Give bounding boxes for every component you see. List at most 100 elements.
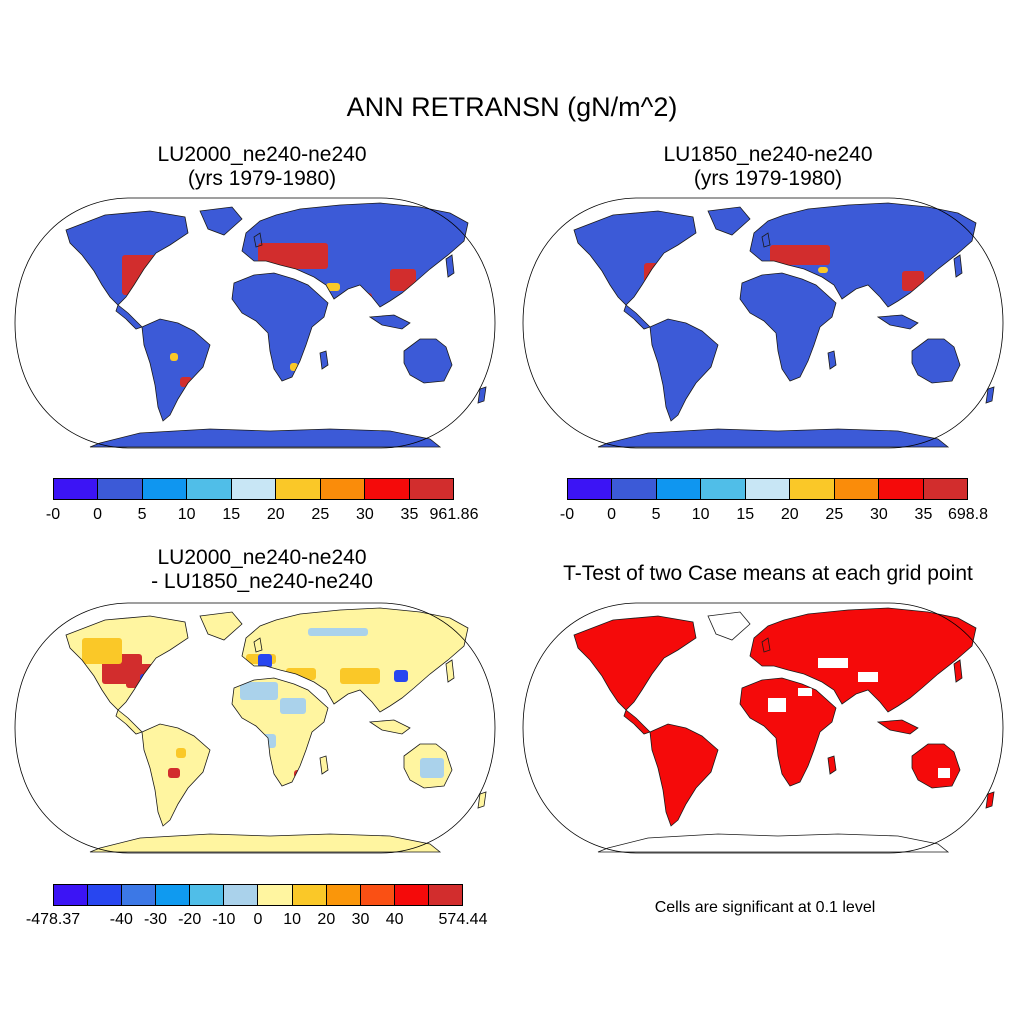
coastline-uk — [253, 637, 263, 653]
colorbar-tick-label: 25 — [311, 506, 330, 523]
coastline-centralAmerica — [623, 304, 651, 330]
colorbar-tick-label: 20 — [317, 911, 336, 928]
coastline-indonesia — [876, 719, 919, 735]
coastline-japan — [953, 659, 963, 683]
field-cell — [308, 628, 368, 636]
panel-2-colorbar — [567, 478, 968, 500]
field-cell — [286, 668, 316, 680]
land-centralAmerica — [624, 710, 650, 734]
colorbar-box-1 — [88, 885, 123, 905]
panel-2-title: LU1850_ne240-ne240 (yrs 1979-1980) — [518, 143, 1018, 191]
colorbar-box-5 — [276, 479, 321, 499]
colorbar-box-7 — [292, 885, 327, 905]
panel-4-map — [522, 602, 1004, 854]
coastline-madagascar — [319, 755, 329, 775]
colorbar-tick-label: 35 — [914, 506, 933, 523]
colorbar-tick-label: 15 — [736, 506, 755, 523]
coastline-australia — [403, 338, 453, 384]
colorbar-tick-label: 10 — [177, 506, 196, 523]
nonsignificant-cell — [938, 768, 950, 778]
nonsignificant-cell — [768, 698, 786, 712]
coastline-indonesia — [368, 314, 411, 330]
field-cell — [176, 748, 186, 758]
coastline-antarctica — [597, 833, 950, 853]
field-cell — [818, 267, 828, 273]
land-northAmerica — [574, 211, 696, 305]
land-africa — [232, 273, 328, 381]
colorbar-box-6 — [258, 885, 293, 905]
colorbar-tick-label: -0 — [559, 506, 575, 523]
field-cell — [82, 638, 122, 664]
land-centralAmerica — [116, 305, 142, 329]
colorbar-tick-label: 574.44 — [438, 911, 488, 928]
colorbar-tick-label: -40 — [109, 911, 133, 928]
colorbar-box-10 — [394, 885, 429, 905]
nonsignificant-cell — [818, 658, 848, 668]
coastline-antarctica — [89, 833, 442, 853]
panel-4-title: T-Test of two Case means at each grid po… — [518, 562, 1018, 586]
coastline-eurasia — [749, 607, 977, 713]
nonsignificant-cell — [858, 672, 878, 682]
colorbar-box-2 — [142, 479, 188, 499]
field-cell — [294, 770, 302, 778]
colorbar-tick-label: 0 — [607, 506, 616, 523]
coastline-centralAmerica — [623, 709, 651, 735]
colorbar-tick-label: 25 — [825, 506, 844, 523]
colorbar-tick-label: 35 — [400, 506, 419, 523]
land-centralAmerica — [116, 710, 142, 734]
colorbar-tick-label: 10 — [691, 506, 710, 523]
colorbar-tick-label: -10 — [212, 911, 236, 928]
coastline-indonesia — [368, 719, 411, 735]
land-indonesia — [878, 720, 918, 734]
field-cell — [668, 259, 674, 265]
map-frame — [522, 197, 1004, 449]
panel-2-map — [522, 197, 1004, 449]
colorbar-box-4 — [190, 885, 225, 905]
coastline-japan — [445, 254, 455, 278]
field-cell — [258, 654, 272, 668]
coastline-australia — [911, 338, 961, 384]
coastline-antarctica — [89, 428, 442, 448]
land-northAmerica — [574, 616, 696, 710]
land-japan — [954, 660, 962, 682]
field-cell — [186, 243, 198, 251]
field-overlay — [728, 618, 950, 778]
land-southAmerica — [650, 319, 718, 421]
nonsignificant-cell — [798, 688, 812, 696]
land-uk — [762, 638, 770, 652]
panel-3-title: LU2000_ne240-ne240 - LU1850_ne240-ne240 — [12, 546, 512, 594]
colorbar-box-1 — [98, 479, 143, 499]
colorbar-tick-label: -30 — [143, 911, 168, 928]
coastline-uk — [253, 232, 263, 248]
coastline-africa — [231, 272, 329, 382]
land-madagascar — [320, 756, 328, 774]
main-title: ANN RETRANSN (gN/m^2) — [346, 92, 678, 122]
coastline-southAmerica — [141, 723, 211, 827]
colorbar-box-6 — [320, 479, 366, 499]
field-overlay — [82, 628, 444, 778]
colorbar-box-6 — [834, 479, 880, 499]
colorbar-box-3 — [187, 479, 232, 499]
land-southAmerica — [142, 319, 210, 421]
coastline-madagascar — [827, 755, 837, 775]
land-madagascar — [828, 351, 836, 369]
coastline-antarctica — [597, 428, 950, 448]
colorbar-box-2 — [656, 479, 702, 499]
coastline-greenland — [199, 611, 243, 641]
colorbar-tick-label: -0 — [45, 506, 61, 523]
field-cell — [902, 271, 924, 291]
field-cell — [354, 293, 372, 309]
coastline-centralAmerica — [115, 709, 143, 735]
land-australia — [912, 339, 960, 383]
panel-4-title-line1: T-Test of two Case means at each grid po… — [563, 562, 973, 585]
colorbar-tick-label: -20 — [178, 911, 202, 928]
panel-3-title-line2: - LU1850_ne240-ne240 — [151, 570, 373, 593]
land-madagascar — [828, 756, 836, 774]
colorbar-box-3 — [701, 479, 746, 499]
colorbar-tick-label: 961.86 — [429, 506, 479, 523]
coastline-madagascar — [827, 350, 837, 370]
coastline-africa — [231, 677, 329, 787]
coastline-eurasia — [241, 607, 469, 713]
land-indonesia — [370, 315, 410, 329]
land-uk — [762, 233, 770, 247]
